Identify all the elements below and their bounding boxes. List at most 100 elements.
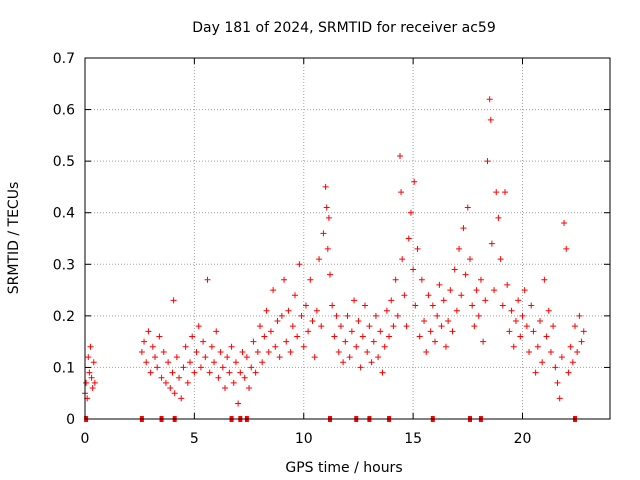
data-point (561, 220, 568, 227)
data-point (241, 374, 248, 381)
data-point (206, 369, 213, 376)
data-point (305, 328, 312, 335)
data-point (574, 348, 581, 355)
data-point (480, 338, 487, 345)
data-point (323, 204, 330, 211)
data-point (85, 354, 92, 361)
data-point (342, 338, 349, 345)
data-point (502, 189, 508, 196)
data-point (90, 359, 97, 366)
data-point (388, 297, 395, 304)
x-tick-label: 15 (404, 431, 422, 447)
data-point (333, 312, 340, 319)
data-point (458, 292, 465, 299)
data-point (294, 333, 301, 340)
data-point (414, 245, 421, 252)
data-point (152, 354, 158, 361)
data-point (278, 312, 285, 319)
data-point (398, 189, 405, 196)
data-point (432, 338, 438, 345)
data-point (565, 369, 572, 376)
y-tick-label: 0 (66, 412, 75, 428)
data-point (239, 348, 246, 355)
data-point (477, 276, 484, 283)
data-point (401, 292, 408, 299)
data-point (517, 333, 524, 340)
data-point (410, 266, 417, 273)
data-point (272, 343, 279, 350)
x-tick-label: 10 (295, 431, 313, 447)
data-point (491, 287, 498, 294)
data-point (346, 354, 353, 361)
data-point (285, 307, 292, 314)
data-point (87, 343, 94, 350)
data-point (572, 323, 578, 330)
data-point (226, 369, 233, 376)
data-point (368, 359, 375, 366)
data-point (506, 328, 513, 335)
data-point (329, 302, 336, 309)
data-point (429, 302, 436, 309)
data-point (331, 333, 338, 340)
grid (85, 58, 610, 419)
data-point (416, 333, 423, 340)
data-point (340, 359, 347, 366)
data-point (167, 385, 174, 392)
data-point (309, 318, 316, 325)
data-point (263, 307, 270, 314)
data-point (200, 338, 207, 345)
data-point (488, 240, 495, 247)
data-point (292, 292, 298, 299)
data-point (526, 348, 533, 355)
data-point (381, 343, 388, 350)
data-point (383, 307, 390, 314)
data-point (554, 379, 561, 386)
data-point (224, 354, 231, 361)
data-point (482, 297, 489, 304)
data-point (569, 359, 576, 366)
data-point (311, 354, 318, 361)
y-axis-label: SRMTID / TECUs (6, 182, 22, 295)
data-point (541, 276, 548, 283)
data-point (532, 369, 539, 376)
data-point (534, 343, 541, 350)
data-point (191, 369, 198, 376)
data-point (250, 338, 257, 345)
data-point (487, 116, 494, 123)
data-point (445, 318, 452, 325)
y-tick-label: 0.5 (53, 154, 75, 170)
data-point (219, 364, 226, 371)
data-point (165, 359, 172, 366)
data-point (556, 395, 563, 402)
data-point (217, 348, 224, 355)
y-tick-label: 0.7 (53, 51, 75, 67)
data-point (423, 348, 430, 355)
data-point (543, 333, 550, 340)
data-point (154, 364, 161, 371)
data-point (469, 302, 476, 309)
data-point (449, 328, 456, 335)
data-point (486, 96, 493, 103)
data-point (265, 348, 272, 355)
data-point (83, 379, 90, 386)
x-tick-label: 0 (81, 431, 90, 447)
data-point (451, 266, 458, 273)
data-point (215, 374, 222, 381)
chart-title: Day 181 of 2024, SRMTID for receiver ac5… (192, 20, 496, 36)
data-point (392, 276, 399, 283)
data-point (403, 323, 410, 330)
data-point (193, 348, 200, 355)
data-point (158, 374, 165, 381)
data-point (230, 379, 237, 386)
data-point (580, 328, 587, 335)
data-point (530, 328, 537, 335)
data-point (252, 369, 259, 376)
data-point (156, 333, 163, 340)
data-point (421, 318, 428, 325)
data-point (576, 312, 583, 319)
data-point (379, 369, 386, 376)
data-point (434, 312, 441, 319)
data-point (484, 158, 491, 165)
data-point (180, 364, 187, 371)
